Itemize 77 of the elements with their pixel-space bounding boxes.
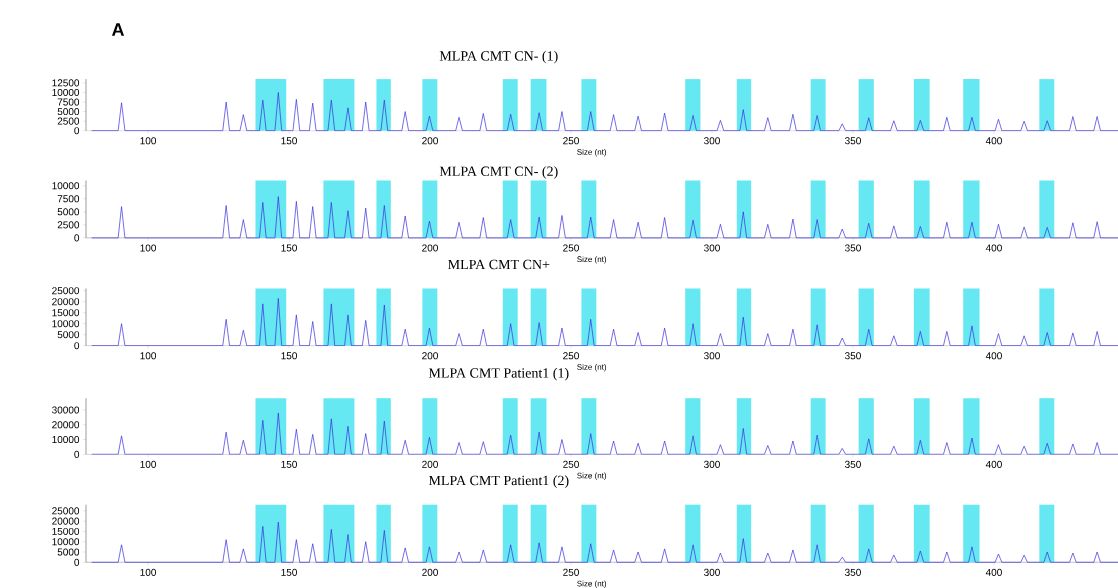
y-tick-label: 10000 <box>52 435 80 444</box>
x-tick-label: 400 <box>985 137 1002 145</box>
y-tick-label: 15000 <box>52 527 80 535</box>
y-tick-label: 7500 <box>57 98 80 106</box>
chart-title: MLPA CMT Patient1 (1) <box>428 367 569 381</box>
x-tick-label: 100 <box>140 352 156 360</box>
y-tick-label: 2500 <box>57 221 80 229</box>
x-tick-label: 150 <box>281 244 297 252</box>
x-tick-label: 100 <box>140 460 156 468</box>
chart-title: MLPA CMT CN- (2) <box>439 166 558 179</box>
x-tick-label: 400 <box>985 244 1002 252</box>
line-series <box>91 92 1118 132</box>
x-tick-label: 150 <box>281 568 297 576</box>
x-tick-label: 250 <box>563 460 579 468</box>
y-tick-label: 25000 <box>52 507 80 515</box>
x-tick-label: 250 <box>563 568 579 576</box>
x-tick-label: 350 <box>844 137 861 145</box>
y-tick-label: 0 <box>74 558 80 566</box>
line-series <box>91 521 1118 563</box>
y-tick-label: 30000 <box>52 406 80 414</box>
x-tick-label: 300 <box>704 460 720 468</box>
x-tick-label: 400 <box>985 460 1002 468</box>
x-tick-label: 150 <box>281 460 297 468</box>
x-axis-title: Size (nt) <box>577 472 607 481</box>
x-tick-label: 400 <box>985 568 1002 576</box>
y-tick-label: 20000 <box>52 421 80 429</box>
y-tick-label: 15000 <box>52 309 80 317</box>
y-tick-label: 10000 <box>52 538 80 546</box>
x-tick-label: 400 <box>985 352 1002 360</box>
x-tick-label: 100 <box>140 244 156 252</box>
y-tick-label: 5000 <box>57 548 80 556</box>
y-tick-label: 0 <box>74 127 80 135</box>
y-tick-label: 2500 <box>57 117 80 125</box>
x-tick-label: 350 <box>844 352 861 360</box>
chart-title: MLPA CMT CN- (1) <box>439 50 558 64</box>
x-tick-label: 350 <box>844 460 861 468</box>
x-axis-title: Size (nt) <box>577 580 607 588</box>
y-tick-label: 12500 <box>52 79 80 87</box>
x-tick-label: 250 <box>563 137 579 145</box>
y-tick-label: 10000 <box>52 88 80 96</box>
y-tick-label: 0 <box>74 342 80 350</box>
y-tick-label: 7500 <box>57 195 80 203</box>
x-tick-label: 300 <box>704 244 720 252</box>
x-tick-label: 300 <box>704 352 720 360</box>
x-tick-label: 300 <box>704 568 720 576</box>
line-series <box>91 196 1118 239</box>
y-tick-label: 0 <box>74 450 80 458</box>
y-tick-label: 5000 <box>57 331 80 339</box>
x-axis-title: Size (nt) <box>577 148 607 157</box>
y-tick-label: 0 <box>74 234 80 242</box>
x-axis-title: Size (nt) <box>577 363 607 372</box>
chart-title: MLPA CMT Patient1 (2) <box>428 475 569 489</box>
y-tick-label: 10000 <box>52 320 80 328</box>
y-tick-label: 25000 <box>52 287 80 295</box>
y-tick-label: 5000 <box>57 208 80 216</box>
x-tick-label: 200 <box>422 568 438 576</box>
chart-title: MLPA CMT CN+ <box>448 259 550 270</box>
x-tick-label: 250 <box>563 352 579 360</box>
x-tick-label: 150 <box>281 137 297 145</box>
x-tick-label: 350 <box>844 244 861 252</box>
x-tick-label: 200 <box>422 244 438 252</box>
x-tick-label: 100 <box>140 568 156 576</box>
x-tick-label: 250 <box>563 244 579 252</box>
x-tick-label: 200 <box>422 352 438 360</box>
x-tick-label: 150 <box>281 352 297 360</box>
x-tick-label: 200 <box>422 460 438 468</box>
y-tick-label: 20000 <box>52 298 80 306</box>
y-tick-label: 20000 <box>52 517 80 525</box>
y-tick-label: 10000 <box>52 182 80 190</box>
y-tick-label: 5000 <box>57 108 80 116</box>
line-series <box>91 298 1118 347</box>
x-tick-label: 200 <box>422 137 438 145</box>
x-tick-label: 300 <box>704 137 720 145</box>
x-axis-title: Size (nt) <box>577 256 607 264</box>
x-tick-label: 100 <box>140 137 156 145</box>
x-tick-label: 350 <box>844 568 861 576</box>
text: A <box>111 23 125 36</box>
